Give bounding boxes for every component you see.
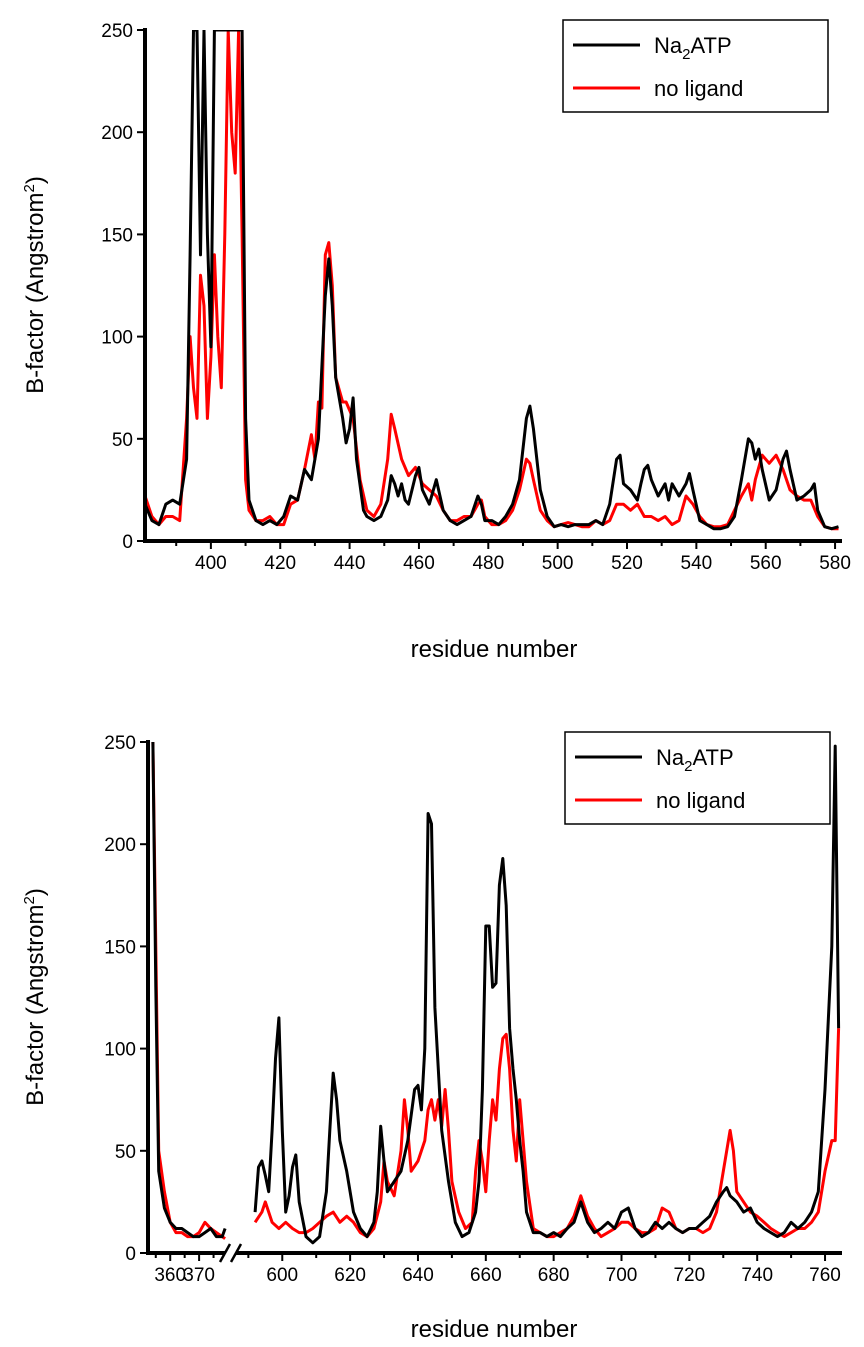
chart-bottom-y-tick-label-100: 100 — [104, 1040, 136, 1061]
chart-top-y-tick-label-200: 200 — [101, 123, 133, 144]
chart-bottom-y-axis-title: B-factor (Angstrom2) — [21, 888, 49, 1106]
chart-top: 0 50 100 150 200 250 400 420 440 460 480 500 520 540 5… — [21, 19, 851, 663]
chart-bottom-x-tick-label-740: 740 — [741, 1265, 773, 1286]
chart-bottom-series-line-na2atp-segment-2 — [253, 744, 841, 1245]
chart-bottom-x-tick-label-700: 700 — [606, 1265, 638, 1286]
chart-bottom-axis-break-mark-1 — [218, 1243, 232, 1263]
chart-bottom-axis-break-mark-2 — [229, 1243, 243, 1263]
chart-top-x-tick-label-460: 460 — [403, 553, 435, 574]
chart-top-x-tick-label-580: 580 — [819, 553, 851, 574]
chart-top-series-line-na2atp — [145, 30, 839, 531]
chart-top-x-tick-label-440: 440 — [334, 553, 366, 574]
chart-top-legend: Na2ATP no ligand — [562, 19, 829, 113]
chart-top-legend-box — [562, 19, 829, 113]
chart-bottom-series-line-no-ligand-segment-1 — [151, 742, 226, 1240]
chart-top-x-tick-label-540: 540 — [681, 553, 713, 574]
chart-bottom-x-tick-label-360: 360 — [154, 1265, 186, 1286]
chart-top-x-axis-title: residue number — [411, 636, 578, 663]
chart-top-x-tick-label-500: 500 — [542, 553, 574, 574]
chart-bottom-x-tick-label-680: 680 — [538, 1265, 570, 1286]
chart-bottom-legend-label-na2atp: Na2ATP — [656, 745, 734, 775]
chart-bottom-x-tick-label-620: 620 — [334, 1265, 366, 1286]
chart-top-legend-label-no-ligand: no ligand — [654, 76, 743, 101]
chart-top-x-tick-label-480: 480 — [472, 553, 504, 574]
chart-top-y-tick-label-100: 100 — [101, 328, 133, 349]
chart-bottom-x-axis-title: residue number — [411, 1316, 578, 1343]
chart-bottom-y-tick-label-150: 150 — [104, 937, 136, 958]
chart-bottom-series-line-no-ligand-segment-2 — [253, 1028, 841, 1239]
chart-bottom-y-tick-label-0: 0 — [125, 1244, 136, 1265]
chart-bottom-x-tick-label-660: 660 — [470, 1265, 502, 1286]
chart-top-y-tick-label-0: 0 — [122, 532, 133, 553]
chart-bottom-x-tick-label-720: 720 — [673, 1265, 705, 1286]
chart-top-legend-label-na2atp: Na2ATP — [654, 33, 732, 63]
chart-bottom-x-tick-label-600: 600 — [266, 1265, 298, 1286]
chart-bottom-legend: Na2ATP no ligand — [564, 731, 831, 825]
chart-top-y-tick-label-250: 250 — [101, 21, 133, 42]
chart-bottom-y-tick-label-50: 50 — [115, 1142, 136, 1163]
chart-bottom-series — [151, 742, 841, 1245]
chart-bottom-x-tick-label-760: 760 — [809, 1265, 841, 1286]
chart-bottom-x-tick-label-640: 640 — [402, 1265, 434, 1286]
chart-bottom-legend-label-no-ligand: no ligand — [656, 788, 745, 813]
chart-top-series — [145, 30, 839, 531]
chart-bottom-y-tick-label-250: 250 — [104, 733, 136, 754]
chart-top-x-tick-label-400: 400 — [195, 553, 227, 574]
chart-top-y-axis-title: B-factor (Angstrom2) — [21, 176, 49, 394]
chart-bottom-legend-box — [564, 731, 831, 825]
chart-bottom-y-tick-label-200: 200 — [104, 835, 136, 856]
chart-top-x-tick-label-420: 420 — [264, 553, 296, 574]
chart-top-x-tick-label-560: 560 — [750, 553, 782, 574]
chart-top-y-tick-label-150: 150 — [101, 225, 133, 246]
chart-top-x-tick-label-520: 520 — [611, 553, 643, 574]
chart-top-y-tick-label-50: 50 — [112, 430, 133, 451]
chart-bottom-x-tick-label-370: 370 — [183, 1265, 215, 1286]
chart-bottom-series-line-na2atp-segment-1 — [151, 742, 227, 1239]
chart-top-axes: 0 50 100 150 200 250 400 420 440 460 480 500 520 540 5… — [101, 21, 851, 574]
